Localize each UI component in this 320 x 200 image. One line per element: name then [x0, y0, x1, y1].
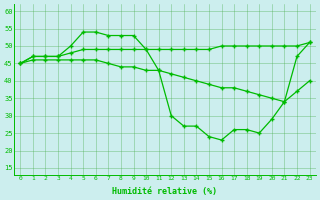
- X-axis label: Humidité relative (%): Humidité relative (%): [112, 187, 218, 196]
